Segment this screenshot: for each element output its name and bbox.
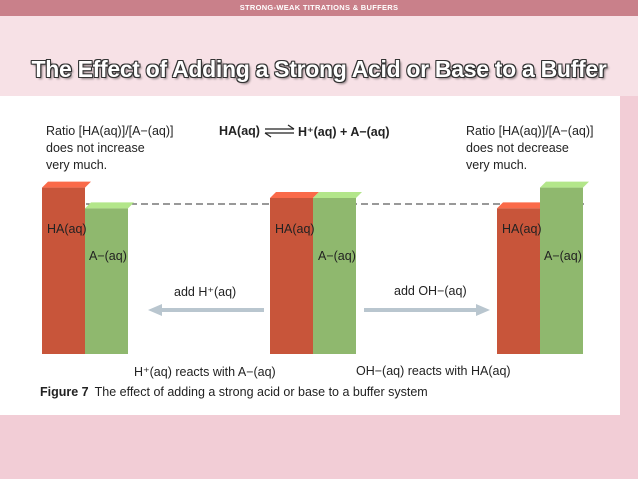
right-arrow-icon <box>364 304 490 316</box>
bar-label-a-left: A−(aq) <box>89 249 127 263</box>
slide-title: The Effect of Adding a Strong Acid or Ba… <box>31 56 607 82</box>
figure-caption: Figure 7 The effect of adding a strong ac… <box>40 385 428 399</box>
bar-ha-2 <box>497 202 546 354</box>
bar-a-0 <box>85 202 134 354</box>
figure-caption-text: The effect of adding a strong acid or ba… <box>94 385 428 399</box>
bar-label-ha-left: HA(aq) <box>47 222 87 236</box>
equilibrium-left: HA(aq) <box>219 124 260 138</box>
bar-label-ha-right: HA(aq) <box>502 222 542 236</box>
equilibrium-right: H⁺(aq) + A−(aq) <box>298 125 390 139</box>
equilibrium-arrow-icon <box>264 124 295 138</box>
footer-band <box>0 415 638 479</box>
bar-ha-0 <box>42 181 91 354</box>
title-band <box>0 16 638 96</box>
bar-label-ha-middle: HA(aq) <box>275 222 315 236</box>
figure-number: Figure 7 <box>40 385 89 399</box>
bar-a-1 <box>313 192 362 354</box>
left-note-line-3: very much. <box>46 158 108 172</box>
right-arrow-label: add OH−(aq) <box>394 284 467 298</box>
left-note-line-2: does not increase <box>46 141 145 155</box>
left-arrow-icon <box>148 304 264 316</box>
bar-label-a-middle: A−(aq) <box>318 249 356 263</box>
bar-label-a-right: A−(aq) <box>544 249 582 263</box>
bar-ha-1 <box>270 192 319 354</box>
section-label: STRONG-WEAK TITRATIONS & BUFFERS <box>239 3 399 12</box>
right-note-line-1: Ratio [HA(aq)]/[A−(aq)] <box>466 124 594 138</box>
left-arrow-label: add H⁺(aq) <box>174 285 237 299</box>
header-bar: STRONG-WEAK TITRATIONS & BUFFERS <box>0 0 638 16</box>
left-note-line-1: Ratio [HA(aq)]/[A−(aq)] <box>46 124 174 138</box>
right-note-line-3: very much. <box>466 158 528 172</box>
bar-a-2 <box>540 181 589 354</box>
left-reaction-note: H⁺(aq) reacts with A−(aq) <box>134 365 276 379</box>
right-note-line-2: does not decrease <box>466 141 569 155</box>
right-reaction-note: OH−(aq) reacts with HA(aq) <box>356 364 511 378</box>
